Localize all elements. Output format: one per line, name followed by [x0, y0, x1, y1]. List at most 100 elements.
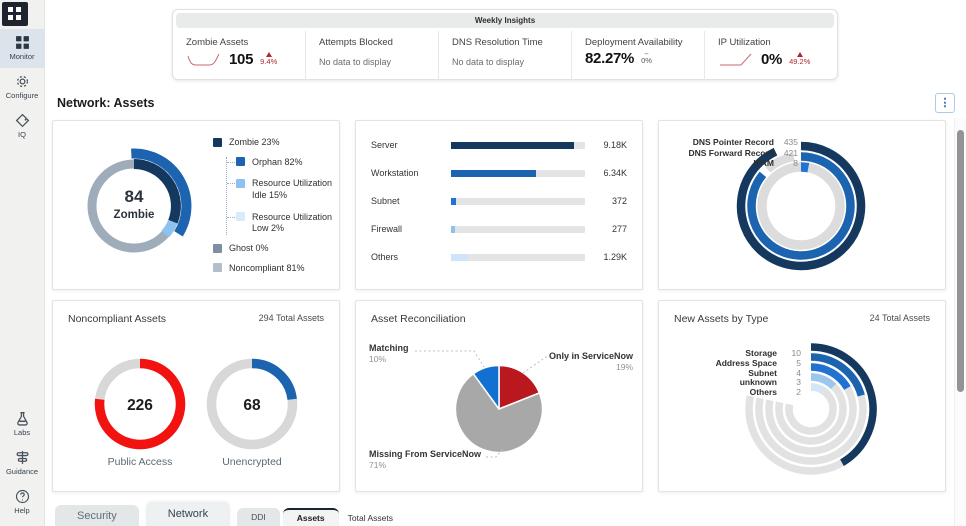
legend-item-noncompliant-81: Noncompliant 81%: [213, 263, 337, 275]
zombie-legend: Zombie 23% Orphan 82%Resource Utilization…: [213, 121, 337, 290]
sidebar-nav-top: Monitor Configure IQ: [0, 29, 45, 146]
delta-badge: –0%: [641, 51, 652, 66]
app-logo-icon: [2, 2, 28, 26]
radial-label-address-space: Address Space 5: [659, 358, 801, 368]
bar-fill: [451, 170, 536, 177]
bar-row-others: Others1.29K: [371, 243, 627, 271]
gauge-label: Public Access: [108, 456, 173, 468]
legend-text: Resource Utilization Low 2%: [252, 212, 337, 235]
insight-metric-dns-resolution-time: DNS Resolution TimeNo data to display: [438, 31, 571, 81]
bar-fill: [451, 226, 455, 233]
weekly-insights-title: Weekly Insights: [176, 13, 834, 28]
zombie-donut-chart: 84 Zombie: [53, 121, 213, 290]
bar-track: [451, 254, 585, 261]
cards-grid: 84 Zombie Zombie 23% Orphan 82%Resource U…: [52, 120, 946, 492]
ring-label: Others: [750, 387, 777, 397]
metric-label: Attempts Blocked: [319, 37, 430, 48]
noncompliant-gauges: 226 Public Access 68Unencrypted: [53, 354, 339, 468]
legend-subtree: Orphan 82%Resource Utilization Idle 15%R…: [226, 157, 337, 235]
delta-value: 49.2%: [789, 58, 810, 67]
legend-item-zombie-23: Zombie 23%: [213, 137, 337, 149]
bar-value: 9.18K: [595, 140, 627, 150]
gauge-public-access: 226 Public Access: [90, 354, 190, 468]
sidebar-item-label: Monitor: [9, 52, 34, 61]
legend-item-resource-utilization-low-2: Resource Utilization Low 2%: [236, 212, 337, 235]
legend-text: Noncompliant 81%: [229, 263, 305, 275]
bar-label: Workstation: [371, 168, 441, 178]
gauge-ring: 68: [202, 354, 302, 454]
card-dns-records-radial: DNS Pointer Record435DNS Forward Record4…: [658, 120, 946, 290]
pie-label-missing-from-servicenow: Missing From ServiceNow71%: [369, 449, 481, 470]
bar-value: 1.29K: [595, 252, 627, 262]
tab-security[interactable]: Security: [55, 505, 139, 526]
grid-icon: [15, 35, 30, 50]
sidebar-item-configure[interactable]: Configure: [0, 68, 45, 107]
radial-label-ipam: IPAM 8: [659, 158, 798, 168]
ring-label: DNS Pointer Record: [693, 137, 774, 147]
ring-label: Address Space: [716, 358, 777, 368]
ring-value: 5: [781, 358, 801, 368]
question-icon: [15, 489, 30, 504]
metric-value: 0%: [761, 51, 782, 68]
legend-text: Ghost 0%: [229, 243, 269, 255]
sidebar-item-guidance[interactable]: Guidance: [0, 444, 45, 483]
sidebar-item-label: Labs: [14, 428, 30, 437]
legend-swatch: [213, 244, 222, 253]
sidebar: Monitor Configure IQ Labs GuidanceHelp: [0, 0, 45, 526]
slice-name: Missing From ServiceNow: [369, 449, 481, 460]
bottom-tab-bar: Security Network DDIAssetsTotal Assets: [55, 502, 399, 526]
card-noncompliant-assets: Noncompliant Assets 294 Total Assets 226…: [52, 300, 340, 492]
signpost-icon: [15, 450, 30, 465]
asset-bars-chart: Server9.18KWorkstation6.34KSubnet372Fire…: [356, 121, 642, 271]
kebab-menu-button[interactable]: ⋮: [935, 93, 955, 113]
tab-network[interactable]: Network: [146, 502, 230, 526]
sidebar-nav-bottom: Labs GuidanceHelp: [0, 405, 45, 522]
ring-label: DNS Forward Record: [689, 148, 775, 158]
weekly-insights-metrics: Zombie Assets1059.4%Attempts BlockedNo d…: [173, 31, 837, 81]
total-assets-label: 294 Total Assets: [259, 313, 324, 325]
slice-name: Matching: [369, 343, 409, 354]
metric-label: DNS Resolution Time: [452, 37, 563, 48]
insight-metric-zombie-assets: Zombie Assets1059.4%: [173, 31, 305, 81]
metric-value: 105: [229, 51, 253, 68]
trend-sparkline: [186, 50, 222, 69]
bar-label: Server: [371, 140, 441, 150]
pie-label-matching: Matching10%: [369, 343, 409, 364]
scrollbar-thumb[interactable]: [957, 130, 964, 392]
ring-value: 4: [781, 368, 801, 378]
sidebar-item-label: Configure: [6, 91, 39, 100]
bar-label: Subnet: [371, 196, 441, 206]
delta-value: 0%: [641, 57, 652, 66]
bar-track: [451, 142, 585, 149]
gear-icon: [15, 74, 30, 89]
ring-label: IPAM: [753, 158, 774, 168]
sidebar-item-labs[interactable]: Labs: [0, 405, 45, 444]
delta-badge: 49.2%: [789, 52, 810, 67]
delta-value: 9.4%: [260, 58, 277, 67]
gauge-unencrypted: 68Unencrypted: [202, 354, 302, 468]
slice-pct: 71%: [369, 460, 481, 470]
tab-ddi[interactable]: DDI: [237, 508, 280, 526]
pie-label-only-in-servicenow: Only in ServiceNow19%: [549, 351, 633, 372]
ring-value: 8: [778, 158, 798, 168]
tab-total-assets[interactable]: Total Assets: [342, 510, 399, 526]
bar-row-workstation: Workstation 6.34K: [371, 159, 627, 187]
legend-swatch: [236, 157, 245, 166]
sidebar-item-monitor[interactable]: Monitor: [0, 29, 45, 68]
insight-metric-ip-utilization: IP Utilization 0% 49.2%: [704, 31, 837, 81]
sidebar-item-help[interactable]: Help: [0, 483, 45, 522]
tab-assets[interactable]: Assets: [283, 508, 339, 526]
svg-text:84: 84: [125, 187, 144, 206]
card-new-assets-by-type: New Assets by Type 24 Total Assets Stora…: [658, 300, 946, 492]
bar-track: [451, 198, 585, 205]
ring-value: 3: [781, 377, 801, 387]
flask-icon: [15, 411, 30, 426]
bar-fill: [451, 198, 456, 205]
sidebar-item-iq[interactable]: IQ: [0, 107, 45, 146]
metric-label: IP Utilization: [718, 37, 829, 48]
bar-fill: [451, 254, 468, 261]
svg-text:226: 226: [127, 397, 153, 414]
bar-row-firewall: Firewall277: [371, 215, 627, 243]
bar-value: 6.34K: [595, 168, 627, 178]
card-title: Noncompliant Assets: [68, 313, 166, 325]
